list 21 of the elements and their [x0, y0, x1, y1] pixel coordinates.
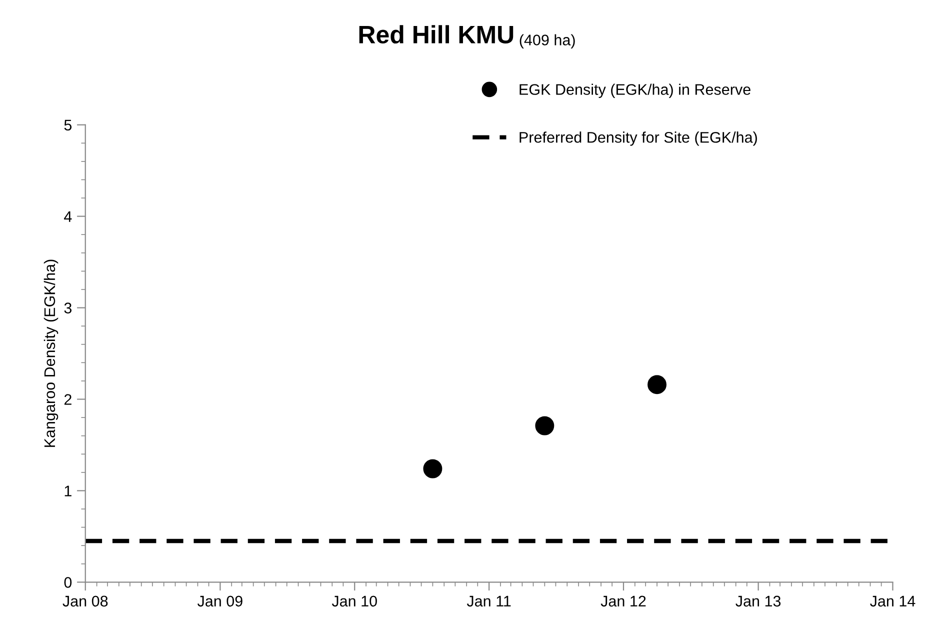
point [423, 459, 442, 478]
y-tick-label: 4 [64, 211, 72, 222]
chart-title: Red Hill KMU [359, 25, 514, 44]
y-axis-title: Kangaroo Density (EGK/ha) [44, 260, 58, 447]
x-tick-label: Jan 14 [870, 596, 916, 607]
y-tick-label: 5 [64, 120, 72, 131]
legend-label: Preferred Density for Site (EGK/ha) [520, 132, 757, 146]
x-tick-label: Jan 08 [62, 596, 108, 607]
y-tick-label: 1 [64, 486, 72, 496]
x-tick-label: Jan 12 [600, 596, 646, 607]
y-tick-label: 3 [64, 302, 72, 314]
y-tick-label: 0 [64, 577, 72, 588]
legend-label: EGK Density (EGK/ha) in Reserve [520, 84, 750, 98]
x-tick-label: Jan 10 [332, 596, 377, 607]
y-tick-label: 2 [64, 394, 72, 405]
chart-subtitle: (409 ha) [520, 34, 575, 48]
x-tick-label: Jan 11 [466, 596, 511, 607]
point [535, 416, 554, 436]
x-tick-label: Jan 09 [197, 596, 242, 607]
x-tick-label: Jan 13 [736, 596, 781, 607]
point [648, 375, 666, 394]
